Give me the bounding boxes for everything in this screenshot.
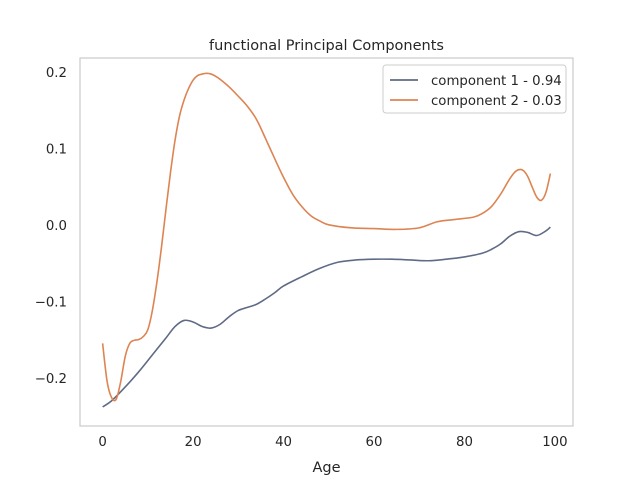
y-tick-labels: −0.2 −0.1 0.0 0.1 0.2 [35,66,67,387]
series-line-component-2 [101,72,552,402]
plot-area [79,57,574,427]
x-tick-label: 40 [275,435,292,450]
x-axis-label: Age [312,460,340,476]
x-tick-label: 80 [456,435,473,450]
series-layer [101,72,552,408]
chart-title: functional Principal Components [209,38,444,54]
series-line-component-1 [102,226,551,408]
y-tick-label: 0.2 [46,66,67,81]
legend-box [382,64,567,114]
x-tick-label: 60 [366,435,383,450]
x-tick-label: 20 [185,435,202,450]
y-tick-label: 0.0 [46,219,67,234]
x-tick-labels: 0 20 40 60 80 100 [98,435,567,450]
x-tick-label: 100 [542,435,567,450]
y-tick-label: −0.1 [35,295,67,310]
y-tick-label: −0.2 [35,372,67,387]
y-tick-label: 0.1 [46,142,67,157]
legend-label-component-1: component 1 - 0.94 [431,74,562,89]
x-tick-label: 0 [98,435,106,450]
legend: component 1 - 0.94 component 2 - 0.03 [382,64,567,114]
legend-label-component-2: component 2 - 0.03 [431,94,562,109]
